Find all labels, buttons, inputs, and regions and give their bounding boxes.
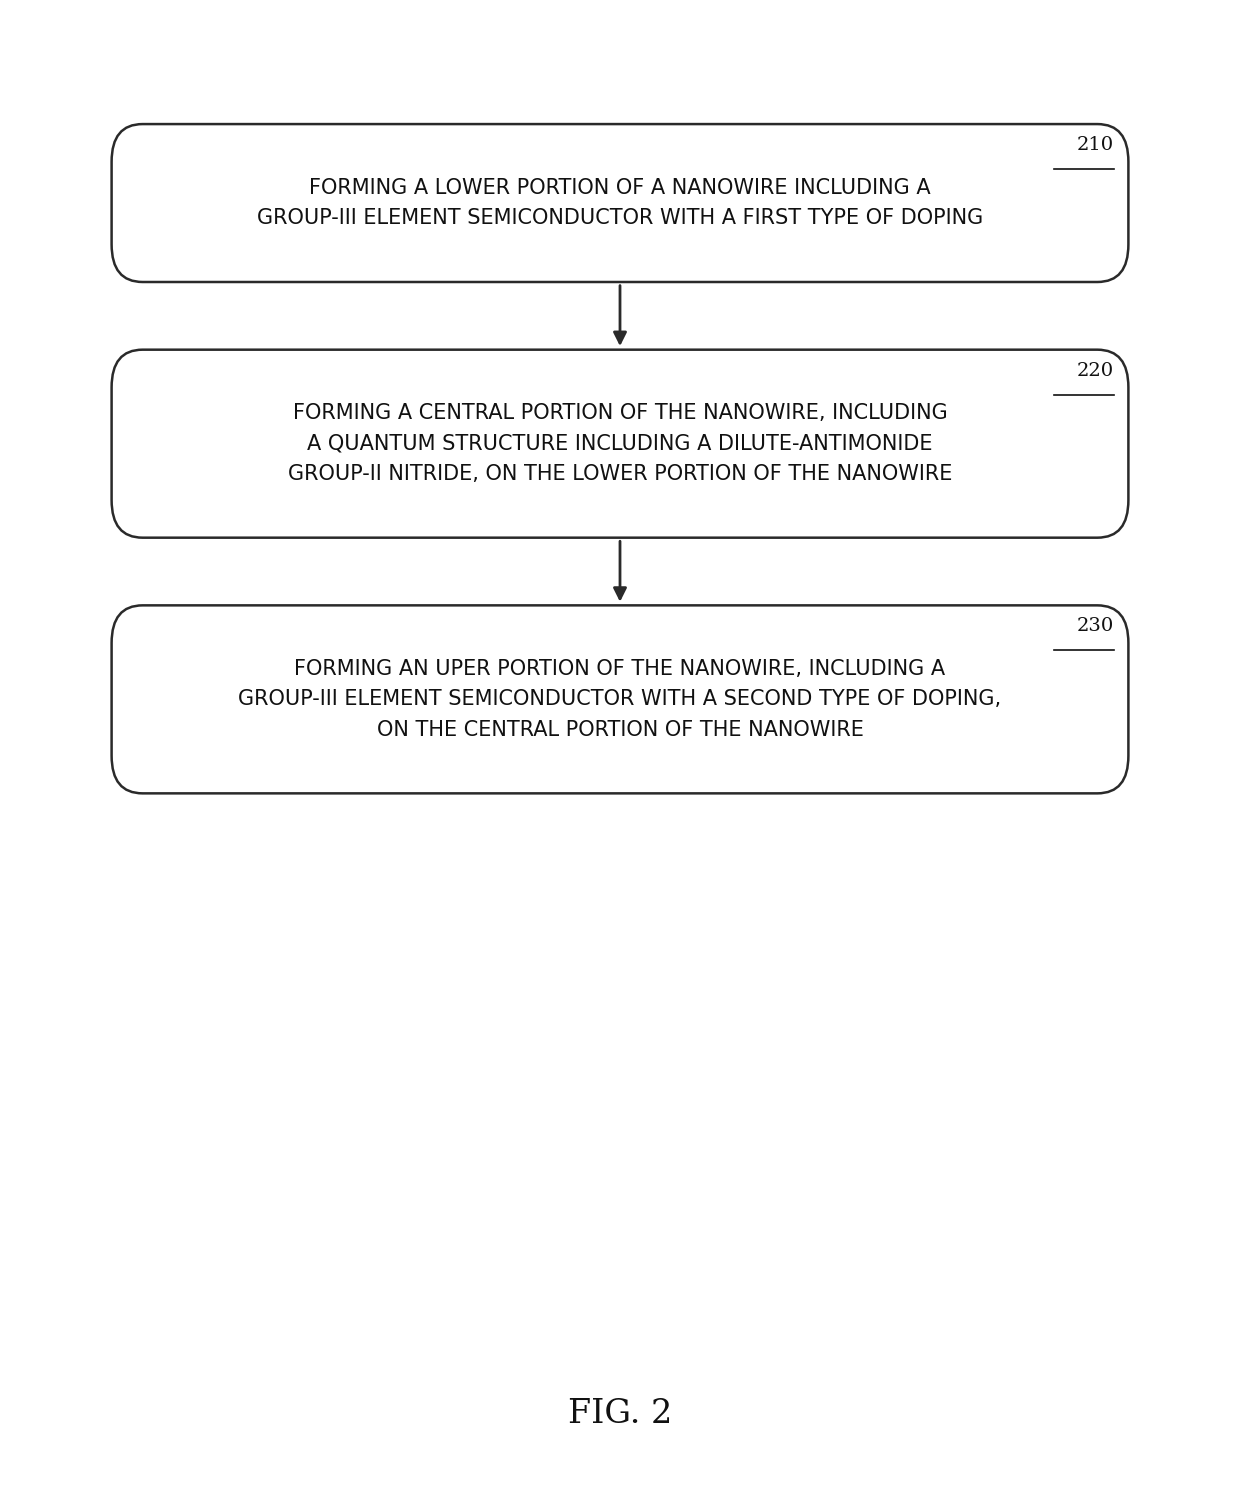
Text: FIG. 2: FIG. 2 xyxy=(568,1397,672,1430)
Text: 220: 220 xyxy=(1076,362,1114,379)
Text: 230: 230 xyxy=(1076,617,1114,635)
Text: FORMING A CENTRAL PORTION OF THE NANOWIRE, INCLUDING
A QUANTUM STRUCTURE INCLUDI: FORMING A CENTRAL PORTION OF THE NANOWIR… xyxy=(288,403,952,484)
Text: 210: 210 xyxy=(1076,137,1114,153)
FancyBboxPatch shape xyxy=(112,605,1128,794)
Text: FORMING A LOWER PORTION OF A NANOWIRE INCLUDING A
GROUP-III ELEMENT SEMICONDUCTO: FORMING A LOWER PORTION OF A NANOWIRE IN… xyxy=(257,177,983,229)
FancyBboxPatch shape xyxy=(112,125,1128,283)
FancyBboxPatch shape xyxy=(112,350,1128,538)
Text: FORMING AN UPER PORTION OF THE NANOWIRE, INCLUDING A
GROUP-III ELEMENT SEMICONDU: FORMING AN UPER PORTION OF THE NANOWIRE,… xyxy=(238,659,1002,740)
